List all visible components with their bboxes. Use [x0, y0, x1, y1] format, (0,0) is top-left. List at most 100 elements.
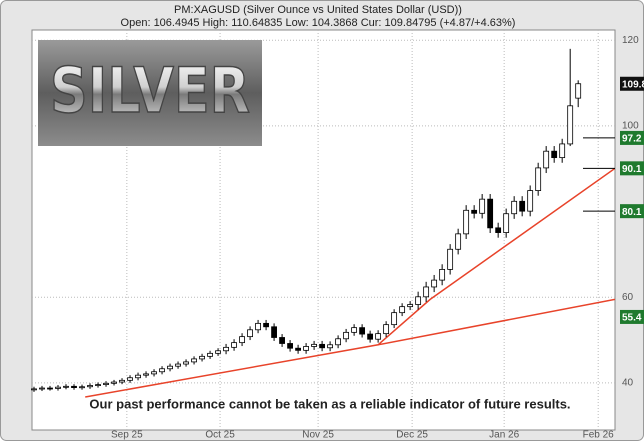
candle-body: [31, 388, 37, 391]
candle-body: [511, 200, 518, 215]
candle-body: [287, 343, 293, 349]
candle-body: [399, 306, 406, 314]
candle-body: [47, 387, 53, 390]
price-labels: 109.8 97.2 90.1 80.1 55.4: [583, 76, 644, 324]
price-label: 55.4: [622, 313, 642, 324]
price-label-box: [620, 161, 644, 176]
candle-body: [271, 326, 277, 338]
candle-body: [95, 384, 101, 387]
candle-body: [415, 296, 422, 305]
y-tick-label: 40: [622, 378, 634, 389]
candle-body: [519, 200, 526, 212]
chart-subtitle: Open: 106.4945 High: 110.64835 Low: 104.…: [121, 17, 516, 29]
candle-body: [71, 385, 77, 389]
candle-body: [423, 286, 430, 298]
price-label: 80.1: [622, 207, 642, 218]
candle-body: [151, 371, 157, 375]
candle-body: [335, 338, 342, 346]
candle-body: [175, 363, 181, 367]
candle-body: [39, 387, 45, 390]
candle-body: [447, 248, 454, 270]
candle-body: [191, 358, 197, 363]
price-label-box: [620, 309, 644, 324]
candle-body: [55, 386, 61, 389]
candle-body: [167, 365, 173, 370]
candle-body: [135, 374, 141, 379]
candle-body: [487, 198, 494, 229]
candle-body: [575, 83, 582, 99]
candle-body: [231, 342, 237, 348]
candle-body: [407, 304, 414, 308]
candle-body: [223, 346, 229, 352]
candle-body: [239, 336, 245, 344]
candle-body: [479, 198, 486, 214]
candle-body: [383, 324, 390, 335]
candle-body: [247, 329, 253, 338]
candle-body: [127, 377, 133, 381]
candle-body: [119, 379, 125, 383]
x-tick-label: Nov 25: [302, 430, 334, 441]
candle-body: [455, 233, 462, 250]
candle-body: [559, 143, 566, 159]
candle-body: [391, 312, 398, 326]
x-tick-label: Dec 25: [396, 430, 428, 441]
candle-body: [295, 347, 301, 351]
price-label-box: [620, 204, 644, 219]
candle-body: [143, 373, 149, 376]
candle-body: [351, 327, 358, 333]
price-label: 90.1: [622, 164, 642, 175]
y-tick-label: 120: [622, 35, 639, 46]
price-label-box: [620, 76, 644, 91]
candle-body: [359, 327, 366, 335]
logo-text: SILVER: [50, 54, 250, 127]
candle-body: [279, 337, 285, 344]
candle-body: [263, 322, 269, 328]
candle-body: [495, 227, 502, 233]
candle-body: [215, 350, 221, 354]
candle-body: [375, 333, 382, 340]
candle-body: [63, 385, 69, 388]
candle-body: [551, 150, 558, 159]
price-label: 97.2: [622, 134, 642, 145]
candle-body: [527, 190, 534, 212]
chart-title: PM:XAGUSD (Silver Ounce vs United States…: [174, 4, 462, 16]
candle-body: [199, 355, 205, 360]
candle-body: [543, 150, 550, 169]
candle-body: [503, 213, 510, 233]
trendline: [85, 167, 615, 398]
price-label-box: [620, 130, 644, 145]
candle-body: [183, 361, 189, 365]
candle-body: [567, 105, 574, 145]
candle-body: [343, 331, 350, 340]
candle-body: [255, 322, 261, 331]
candle-body: [431, 279, 438, 288]
x-tick-label: Jan 26: [489, 430, 519, 441]
candles: [31, 48, 582, 392]
candle-body: [207, 352, 213, 357]
candle-body: [327, 344, 334, 349]
candle-body: [319, 343, 325, 349]
candle-body: [159, 368, 165, 373]
candle-body: [303, 346, 309, 351]
candle-body: [311, 343, 317, 347]
x-tick-label: Oct 25: [205, 430, 235, 441]
x-tick-label: Feb 26: [583, 430, 615, 441]
disclaimer: Our past performance cannot be taken as …: [89, 396, 570, 411]
x-tick-label: Sep 25: [111, 430, 143, 441]
logo-box: [38, 40, 262, 146]
candle-body: [439, 269, 446, 281]
candle-body: [463, 209, 470, 235]
candle-body: [103, 382, 109, 386]
y-tick-label: 60: [622, 292, 634, 303]
candle-body: [111, 381, 117, 384]
candle-body: [367, 333, 374, 340]
logo: SILVER: [38, 40, 262, 146]
candle-body: [535, 167, 542, 191]
trendlines: [85, 167, 615, 398]
price-label: 109.8: [622, 79, 644, 90]
y-tick-label: 100: [622, 121, 639, 132]
candle-body: [471, 209, 478, 214]
candle-body: [87, 385, 93, 388]
candle-body: [79, 386, 85, 389]
trendline: [377, 298, 615, 346]
